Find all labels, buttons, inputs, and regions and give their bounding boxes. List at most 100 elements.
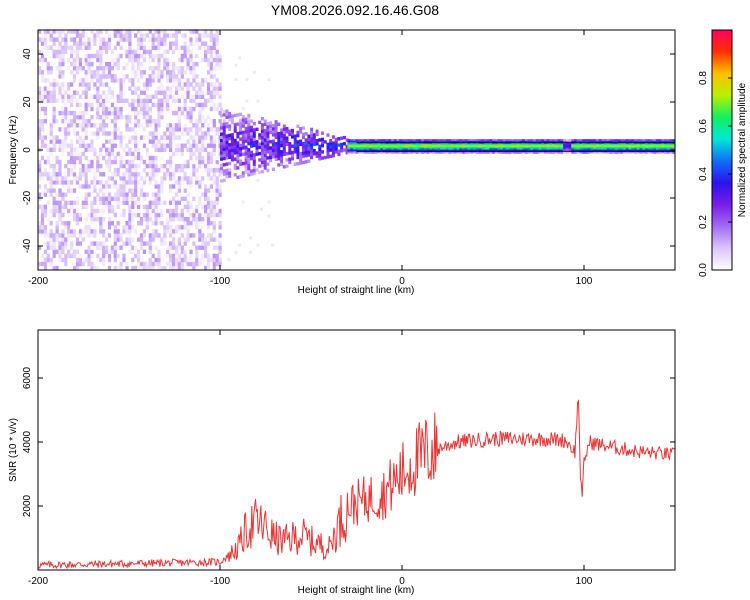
heatmap-cell [90, 61, 94, 67]
heatmap-cell [407, 140, 411, 143]
heatmap-cell [239, 162, 243, 166]
heatmap-cell [527, 149, 531, 152]
heatmap-cell [442, 149, 446, 152]
heatmap-cell [647, 152, 651, 154]
heatmap-cell [186, 61, 190, 67]
heatmap-cell [195, 123, 199, 128]
heatmap-cell [334, 140, 338, 145]
heatmap-cell [84, 217, 88, 222]
heatmap-cell [233, 145, 237, 149]
heatmap-cell [541, 145, 545, 147]
heatmap-cell [475, 149, 479, 152]
heatmap-cell [198, 82, 202, 87]
heatmap-cell [418, 149, 422, 152]
heatmap-cell [110, 143, 114, 148]
heatmap-cell [568, 152, 572, 154]
heatmap-cell [102, 102, 106, 108]
heatmap-cell [236, 175, 240, 179]
heatmap-cell [52, 37, 56, 42]
heatmap-cell [345, 150, 349, 155]
heatmap-cell [584, 143, 588, 146]
heatmap-cell [61, 212, 65, 218]
heatmap-cell [598, 143, 602, 146]
heatmap-cell [58, 245, 62, 250]
heatmap-cell [204, 241, 208, 246]
heatmap-cell [93, 94, 97, 99]
heatmap-cell [38, 245, 42, 250]
heatmap-cell [204, 45, 208, 50]
heatmap-cell [228, 171, 232, 175]
heatmap-cell [489, 143, 493, 146]
heatmap-cell [105, 245, 109, 250]
heatmap-cell [116, 253, 120, 259]
heatmap-cell [483, 147, 487, 150]
heatmap-cell [113, 33, 117, 38]
heatmap-cell [61, 86, 65, 91]
heatmap-cell [67, 123, 71, 128]
heatmap-cell [137, 102, 141, 108]
heatmap-cell [102, 94, 106, 99]
heatmap-cell [110, 172, 114, 177]
heatmap-cell [49, 131, 53, 136]
heatmap-cell [285, 130, 289, 134]
heatmap-cell [64, 204, 68, 210]
heatmap-cell [128, 225, 132, 230]
heatmap-cell [139, 221, 144, 226]
heatmap-cell [497, 140, 501, 143]
heatmap-cell [277, 141, 281, 145]
heatmap-cell [128, 147, 132, 152]
heatmap-cell [105, 180, 109, 185]
heatmap-cell [49, 180, 53, 185]
heatmap-cell [122, 188, 126, 193]
heatmap-cell [145, 102, 149, 108]
heatmap-cell [230, 120, 234, 125]
heatmap-cell [177, 115, 181, 120]
heatmap-cell [157, 86, 161, 91]
heatmap-cell [218, 225, 222, 230]
heatmap-cell [241, 118, 245, 122]
heatmap-cell [445, 146, 449, 149]
heatmap-cell [380, 146, 384, 149]
heatmap-cell [43, 212, 47, 218]
heatmap-cell [201, 155, 205, 161]
heatmap-cell [198, 102, 202, 108]
heatmap-cell [183, 249, 187, 254]
heatmap-cell [166, 98, 170, 103]
heatmap-cell [75, 90, 80, 95]
heatmap-cell [55, 66, 59, 71]
heatmap-cell [183, 143, 187, 148]
heatmap-cell [212, 237, 216, 242]
heatmap-cell [593, 139, 597, 141]
heatmap-cell [107, 41, 112, 46]
heatmap-cell [212, 188, 216, 193]
heatmap-cell [215, 37, 219, 42]
heatmap-cell [369, 147, 373, 150]
heatmap-cell [67, 208, 71, 214]
heatmap-cell [340, 136, 344, 140]
heatmap-cell [511, 147, 515, 150]
heatmap-cell [180, 74, 184, 79]
heatmap-cell [382, 143, 386, 146]
heatmap-cell [209, 200, 213, 205]
heatmap-cell [186, 217, 190, 222]
heatmap-cell [345, 144, 349, 149]
heatmap-cell [222, 178, 226, 183]
heatmap-cell [239, 153, 243, 157]
heatmap-cell [366, 139, 370, 141]
heatmap-cell [102, 208, 106, 214]
heatmap-cell [220, 126, 223, 130]
heatmap-cell [99, 257, 103, 263]
heatmap-cell [312, 142, 316, 147]
heatmap-cell [669, 146, 673, 149]
heatmap-cell [609, 139, 613, 141]
heatmap-cell [513, 146, 517, 149]
heatmap-cell [380, 139, 384, 141]
colorbar: 0.00.20.40.60.8 Normalized spectral ampl… [698, 29, 748, 277]
heatmap-cell [291, 128, 294, 133]
heatmap-cell [81, 200, 85, 205]
heatmap-cell [75, 237, 80, 242]
heatmap-cell [522, 140, 526, 143]
heatmap-cell [266, 150, 270, 154]
heatmap-cell [617, 145, 621, 147]
heatmap-cell [78, 143, 82, 148]
